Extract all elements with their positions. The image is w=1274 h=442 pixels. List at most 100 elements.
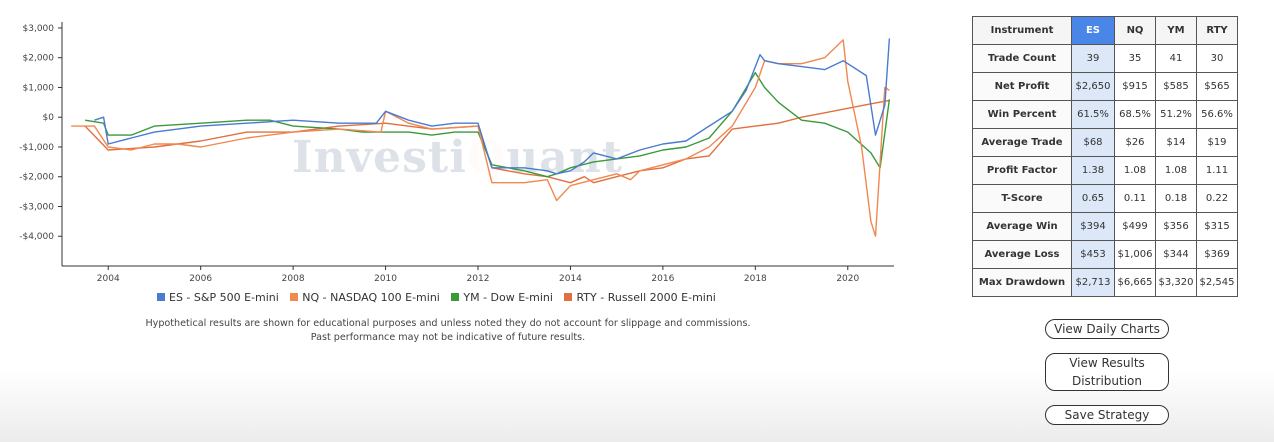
- series-line-rty[interactable]: [84, 99, 890, 184]
- cell-rty: $2,545: [1196, 268, 1238, 297]
- x-tick-label: 2010: [374, 274, 397, 284]
- dist-label-line-1: View Results: [1069, 356, 1145, 370]
- disclaimer-line-1: Hypothetical results are shown for educa…: [145, 318, 751, 329]
- legend-label-ym: YM - Dow E-mini: [463, 291, 553, 304]
- equity-chart: InvestiQuant $3,000 $2,000 $1,000 $0 -$1,000…: [0, 0, 910, 290]
- legend-swatch-ym: [451, 293, 460, 301]
- chart-legend: ES - S&P 500 E-mini NQ - NASDAQ 100 E-mi…: [157, 291, 724, 304]
- x-tick-label: 2006: [189, 274, 212, 284]
- legend-item-rty[interactable]: RTY - Russell 2000 E-mini: [564, 291, 716, 304]
- y-tick-label: -$2,000: [19, 173, 54, 183]
- legend-label-es: ES - S&P 500 E-mini: [169, 291, 279, 304]
- table-row: Average Trade $68 $26 $14 $19: [972, 128, 1238, 157]
- cell-nq: 0.11: [1114, 184, 1156, 213]
- cell-rty: $19: [1196, 128, 1238, 157]
- y-tick-label: $3,000: [23, 24, 55, 34]
- cell-es: 1.38: [1071, 156, 1115, 185]
- table-row: Win Percent 61.5% 68.5% 51.2% 56.6%: [972, 100, 1238, 129]
- cell-ym: $344: [1155, 240, 1197, 269]
- table-header-row: Instrument ES NQ YM RTY: [972, 16, 1238, 45]
- y-tick-label: -$1,000: [19, 143, 54, 153]
- legend-swatch-es: [157, 293, 165, 301]
- equity-chart-svg: InvestiQuant $3,000 $2,000 $1,000 $0 -$1,000…: [19, 22, 894, 284]
- cell-rty: $369: [1196, 240, 1238, 269]
- watermark-q: Q: [467, 132, 506, 183]
- x-tick-label: 2014: [559, 274, 582, 284]
- row-label: Profit Factor: [972, 156, 1072, 185]
- legend-label-nq: NQ - NASDAQ 100 E-mini: [302, 291, 440, 304]
- view-results-distribution-button[interactable]: View Results Distribution: [1045, 353, 1169, 391]
- cell-rty: 1.11: [1196, 156, 1238, 185]
- column-header-rty[interactable]: RTY: [1196, 16, 1238, 45]
- cell-nq: 35: [1114, 44, 1156, 73]
- cell-nq: 68.5%: [1114, 100, 1156, 129]
- row-label: Trade Count: [972, 44, 1072, 73]
- legend-swatch-nq: [290, 293, 299, 301]
- cell-rty: 30: [1196, 44, 1238, 73]
- row-label: Win Percent: [972, 100, 1072, 129]
- table-row: Net Profit $2,650 $915 $585 $565: [972, 72, 1238, 101]
- series-lines: [71, 38, 891, 237]
- table-row: Trade Count 39 35 41 30: [972, 44, 1238, 73]
- watermark-right: uant: [506, 132, 623, 183]
- cell-es: $2,713: [1071, 268, 1115, 297]
- cell-es: $68: [1071, 128, 1115, 157]
- y-tick-label: $0: [43, 113, 55, 123]
- cell-ym: $356: [1155, 212, 1197, 241]
- stats-table: Instrument ES NQ YM RTY Trade Count 39 35 4…: [972, 16, 1238, 297]
- legend-item-es[interactable]: ES - S&P 500 E-mini: [157, 291, 279, 304]
- y-tick-label: -$4,000: [19, 232, 54, 242]
- legend-item-ym[interactable]: YM - Dow E-mini: [451, 291, 553, 304]
- cell-es: 0.65: [1071, 184, 1115, 213]
- column-header-ym[interactable]: YM: [1155, 16, 1197, 45]
- cell-ym: 0.18: [1155, 184, 1197, 213]
- dist-label-line-2: Distribution: [1071, 374, 1142, 388]
- column-header-nq[interactable]: NQ: [1114, 16, 1156, 45]
- x-tick-label: 2004: [97, 274, 120, 284]
- cell-es: 39: [1071, 44, 1115, 73]
- cell-ym: 1.08: [1155, 156, 1197, 185]
- cell-nq: $26: [1114, 128, 1156, 157]
- table-row: Profit Factor 1.38 1.08 1.08 1.11: [972, 156, 1238, 185]
- view-daily-charts-button[interactable]: View Daily Charts: [1045, 319, 1169, 339]
- watermark-logo: InvestiQuant: [292, 132, 623, 183]
- cell-rty: $315: [1196, 212, 1238, 241]
- cell-ym: $14: [1155, 128, 1197, 157]
- row-label: Average Win: [972, 212, 1072, 241]
- table-row: Average Win $394 $499 $356 $315: [972, 212, 1238, 241]
- series-line-nq[interactable]: [71, 39, 890, 237]
- cell-es: 61.5%: [1071, 100, 1115, 129]
- row-label: Average Trade: [972, 128, 1072, 157]
- x-tick-label: 2012: [467, 274, 490, 284]
- cell-nq: $499: [1114, 212, 1156, 241]
- series-line-es[interactable]: [94, 38, 891, 175]
- cell-ym: $3,320: [1155, 268, 1197, 297]
- cell-rty: 0.22: [1196, 184, 1238, 213]
- y-tick-label: $1,000: [23, 83, 55, 93]
- column-header-es[interactable]: ES: [1071, 16, 1115, 45]
- legend-swatch-rty: [564, 293, 573, 301]
- table-row: Average Loss $453 $1,006 $344 $369: [972, 240, 1238, 269]
- axes: $3,000 $2,000 $1,000 $0 -$1,000 -$2,000 -$3,00…: [19, 22, 894, 284]
- row-label: Max Drawdown: [972, 268, 1072, 297]
- cell-ym: $585: [1155, 72, 1197, 101]
- x-tick-label: 2008: [282, 274, 305, 284]
- cell-ym: 51.2%: [1155, 100, 1197, 129]
- save-strategy-button[interactable]: Save Strategy: [1045, 405, 1169, 425]
- header-instrument: Instrument: [972, 16, 1072, 45]
- table-row: Max Drawdown $2,713 $6,665 $3,320 $2,545: [972, 268, 1238, 297]
- legend-label-rty: RTY - Russell 2000 E-mini: [576, 291, 716, 304]
- legend-item-nq[interactable]: NQ - NASDAQ 100 E-mini: [290, 291, 440, 304]
- cell-rty: $565: [1196, 72, 1238, 101]
- cell-nq: $1,006: [1114, 240, 1156, 269]
- row-label: Net Profit: [972, 72, 1072, 101]
- series-line-ym[interactable]: [84, 71, 891, 178]
- cell-nq: 1.08: [1114, 156, 1156, 185]
- watermark-text: InvestiQuant: [292, 132, 623, 183]
- disclaimer: Hypothetical results are shown for educa…: [0, 317, 896, 345]
- table-body: Trade Count 39 35 41 30 Net Profit $2,650 $915 $…: [972, 44, 1238, 297]
- cell-nq: $915: [1114, 72, 1156, 101]
- table-row: T-Score 0.65 0.11 0.18 0.22: [972, 184, 1238, 213]
- x-tick-label: 2020: [836, 274, 859, 284]
- x-tick-label: 2018: [744, 274, 767, 284]
